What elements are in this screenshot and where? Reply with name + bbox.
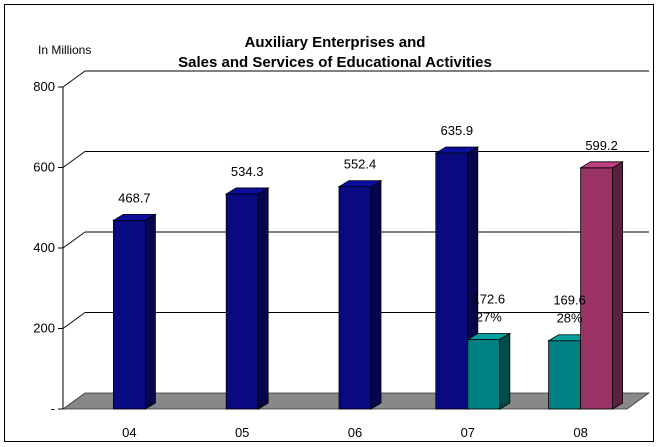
x-tick-label: 08 (573, 425, 587, 440)
chart-title-line-2: Sales and Services of Educational Activi… (178, 54, 492, 71)
x-tick-label: 06 (348, 425, 362, 440)
data-label: 599.2 (585, 138, 618, 153)
gridline-depth (62, 151, 86, 168)
bar-side (499, 332, 511, 410)
bar (466, 332, 512, 410)
chart-frame: - 200 400 600 800 468.7 534.3 552.4 635.9 172.6 2… (4, 4, 654, 442)
x-tick-label: 07 (461, 425, 475, 440)
bar (111, 213, 157, 410)
y-tick-label: 200 (33, 321, 55, 336)
bar (579, 161, 625, 410)
percent-label: 27% (476, 310, 502, 325)
x-tick-label: 04 (122, 425, 136, 440)
bar-front (548, 340, 581, 410)
data-label: 169.6 (553, 293, 586, 308)
gridline-depth (62, 70, 86, 88)
y-tick-label: 600 (33, 160, 55, 175)
data-label: 635.9 (441, 123, 474, 138)
x-tick-label: 05 (235, 425, 249, 440)
bar-side (144, 213, 156, 410)
bar-front (338, 186, 372, 410)
unit-label: In Millions (38, 43, 91, 57)
bar-front (580, 167, 613, 410)
data-label: 552.4 (344, 157, 377, 172)
x-axis-labels: 04 05 06 07 08 (122, 425, 588, 440)
data-label: 534.3 (231, 164, 264, 179)
bar-chart: - 200 400 600 800 468.7 534.3 552.4 635.9 172.6 2… (33, 34, 651, 440)
bar-side (370, 179, 382, 410)
y-tick-label: - (51, 401, 55, 416)
percent-label: 28% (557, 311, 583, 326)
gridline-depth (62, 231, 86, 249)
data-labels: 468.7 534.3 552.4 635.9 172.6 27% 169.6 28% 599.… (118, 123, 618, 326)
data-label: 468.7 (118, 190, 151, 205)
bar-front (225, 193, 259, 410)
bar (224, 187, 270, 410)
y-tick-label: 800 (33, 79, 55, 94)
y-tick-label: 400 (33, 240, 55, 255)
gridline-depth (62, 312, 86, 329)
y-axis: - 200 400 600 800 (33, 79, 64, 416)
bars (111, 146, 625, 410)
bar (434, 146, 480, 410)
bar-side (612, 161, 623, 410)
bar-front (113, 219, 146, 410)
bar-side (257, 187, 269, 410)
bar-front (435, 152, 469, 410)
bar-front (467, 339, 501, 410)
data-label: 172.6 (473, 292, 506, 307)
bar (337, 179, 383, 410)
chart-title-line-1: Auxiliary Enterprises and (245, 34, 426, 51)
